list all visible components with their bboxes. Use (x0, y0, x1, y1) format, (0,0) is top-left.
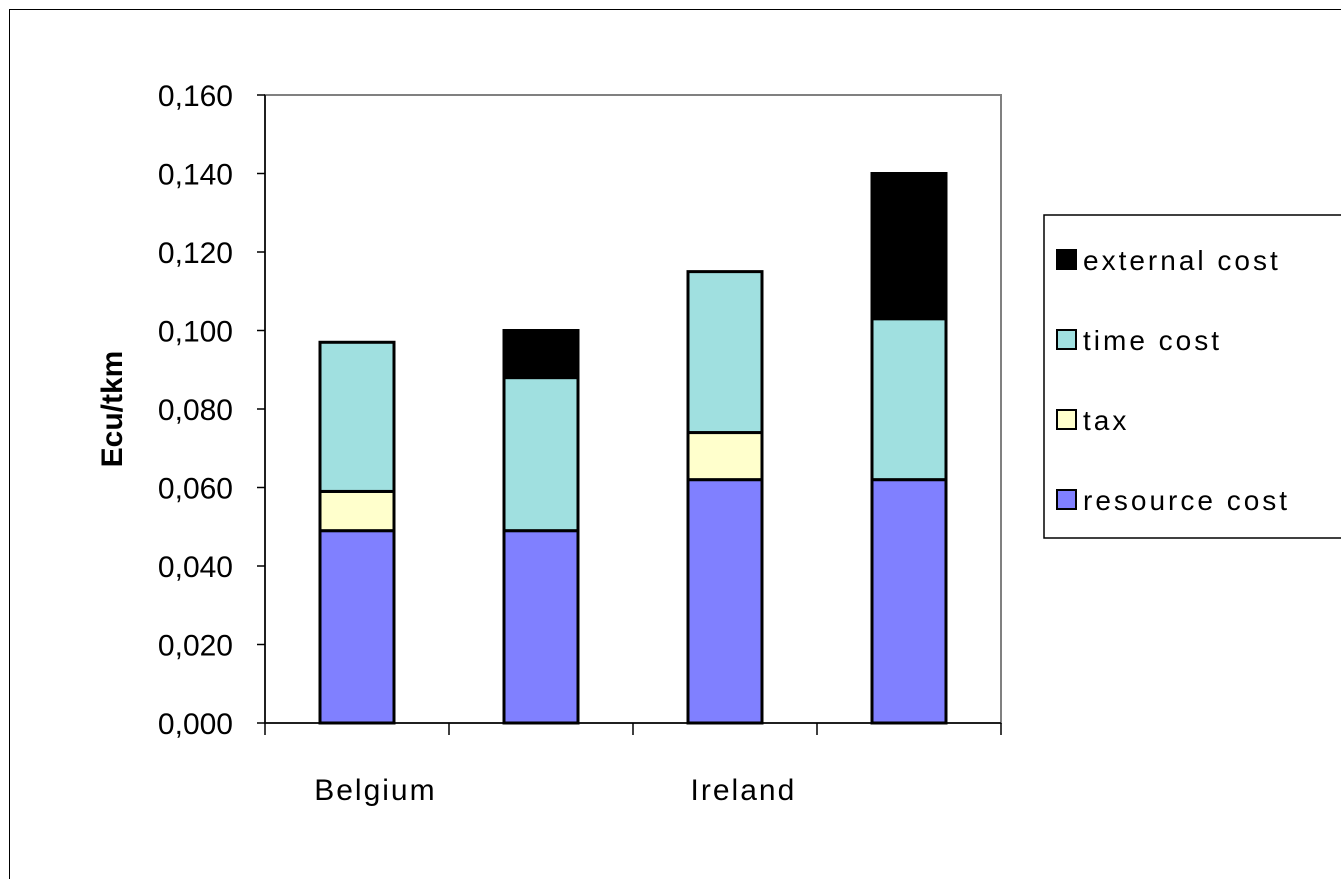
bar-segment-external-cost-3 (870, 172, 948, 321)
y-tick-label-2: 0,040 (158, 551, 233, 584)
bar-segment-external-cost-1 (502, 329, 580, 380)
bar-segment-resource-cost-2 (686, 478, 764, 725)
bar-segment-resource-cost-0 (318, 529, 396, 725)
bar-segment-tax-2 (686, 431, 764, 482)
y-tick-label-1: 0,020 (158, 630, 233, 663)
bar-segment-resource-cost-3 (870, 478, 948, 725)
legend-box (1043, 214, 1341, 539)
y-tick-label-8: 0,160 (158, 80, 233, 113)
legend-label-time-cost: time cost (1083, 325, 1222, 356)
bars-group (318, 172, 948, 725)
legend-swatch-resource-cost (1056, 489, 1077, 510)
y-axis-label: Ecu/tkm (96, 351, 129, 468)
bar-segment-time-cost-1 (502, 376, 580, 533)
legend-swatch-external-cost (1056, 249, 1077, 270)
bar-segment-time-cost-2 (686, 270, 764, 435)
legend-swatch-tax (1056, 409, 1077, 430)
bar-segment-time-cost-0 (318, 340, 396, 493)
x-category-label-0: Belgium (314, 774, 436, 807)
bar-segment-tax-0 (318, 489, 396, 533)
y-tick-label-7: 0,140 (158, 159, 233, 192)
y-tick-label-5: 0,100 (158, 316, 233, 349)
bar-segment-resource-cost-1 (502, 529, 580, 725)
legend: external cost time cost tax resource cost (1043, 214, 1341, 539)
legend-label-resource-cost: resource cost (1083, 485, 1290, 516)
axes-group (257, 94, 1002, 735)
y-tick-label-4: 0,080 (158, 394, 233, 427)
y-tick-label-0: 0,000 (158, 708, 233, 741)
x-category-label-2: Ireland (691, 774, 797, 807)
legend-label-tax: tax (1083, 405, 1129, 436)
legend-label-external-cost: external cost (1083, 245, 1281, 276)
y-tick-label-6: 0,120 (158, 237, 233, 270)
legend-swatch-time-cost (1056, 329, 1077, 350)
y-tick-label-3: 0,060 (158, 473, 233, 506)
x-category-labels: Belgium Ireland (314, 774, 797, 807)
bar-segment-time-cost-3 (870, 317, 948, 482)
y-tick-labels: 0,000 0,020 0,040 0,060 0,080 0,100 0,120 0,140… (158, 80, 233, 741)
chart-frame (9, 9, 1341, 879)
